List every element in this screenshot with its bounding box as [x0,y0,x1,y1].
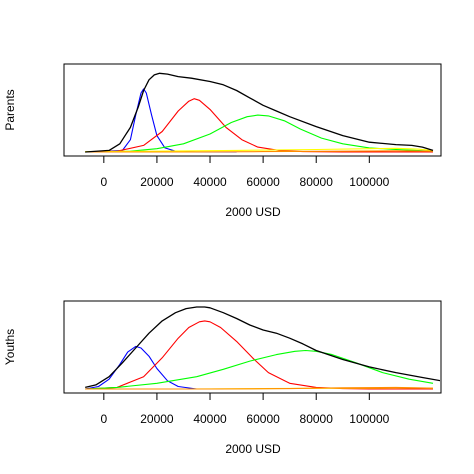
plot-box-youths [63,300,442,394]
xlabel-parents: 2000 USD [225,205,281,219]
series-line-orange [85,150,434,153]
x-tick-label: 40000 [193,175,227,189]
x-tick-label: 20000 [140,412,174,426]
x-axis-parents: 0 20000 40000 60000 80000 100000 [100,155,390,189]
x-tick-label: 0 [100,412,107,426]
x-axis-youths: 0 20000 40000 60000 80000 100000 [100,392,390,426]
x-tick-label: 20000 [140,175,174,189]
x-tick-label: 0 [100,175,107,189]
x-tick-label: 80000 [300,175,334,189]
x-tick-label: 100000 [349,412,389,426]
x-tick-label: 100000 [349,175,389,189]
x-tick-label: 40000 [193,412,227,426]
xlabel-youths: 2000 USD [225,442,281,456]
series-line-black [85,306,440,389]
x-tick-label: 60000 [246,175,280,189]
ylabel-youths: Youths [3,329,17,365]
x-tick-label: 60000 [246,412,280,426]
series-line-red [85,320,433,390]
series-line-blue [85,345,224,390]
panel-youths: 0 20000 40000 60000 80000 100000 Youths 2000 … [3,300,442,456]
panel-parents: 0 20000 40000 60000 80000 100000 Parents 2000… [3,63,442,219]
x-tick-label: 80000 [300,412,334,426]
curves-youths [85,306,440,390]
series-line-yellow [85,147,434,153]
curves-parents [85,72,434,153]
series-line-blue [85,88,237,153]
ylabel-parents: Parents [3,89,17,130]
series-line-orange [85,386,434,390]
series-line-black [85,72,434,153]
series-line-green [85,349,434,390]
series-line-green [85,114,434,153]
